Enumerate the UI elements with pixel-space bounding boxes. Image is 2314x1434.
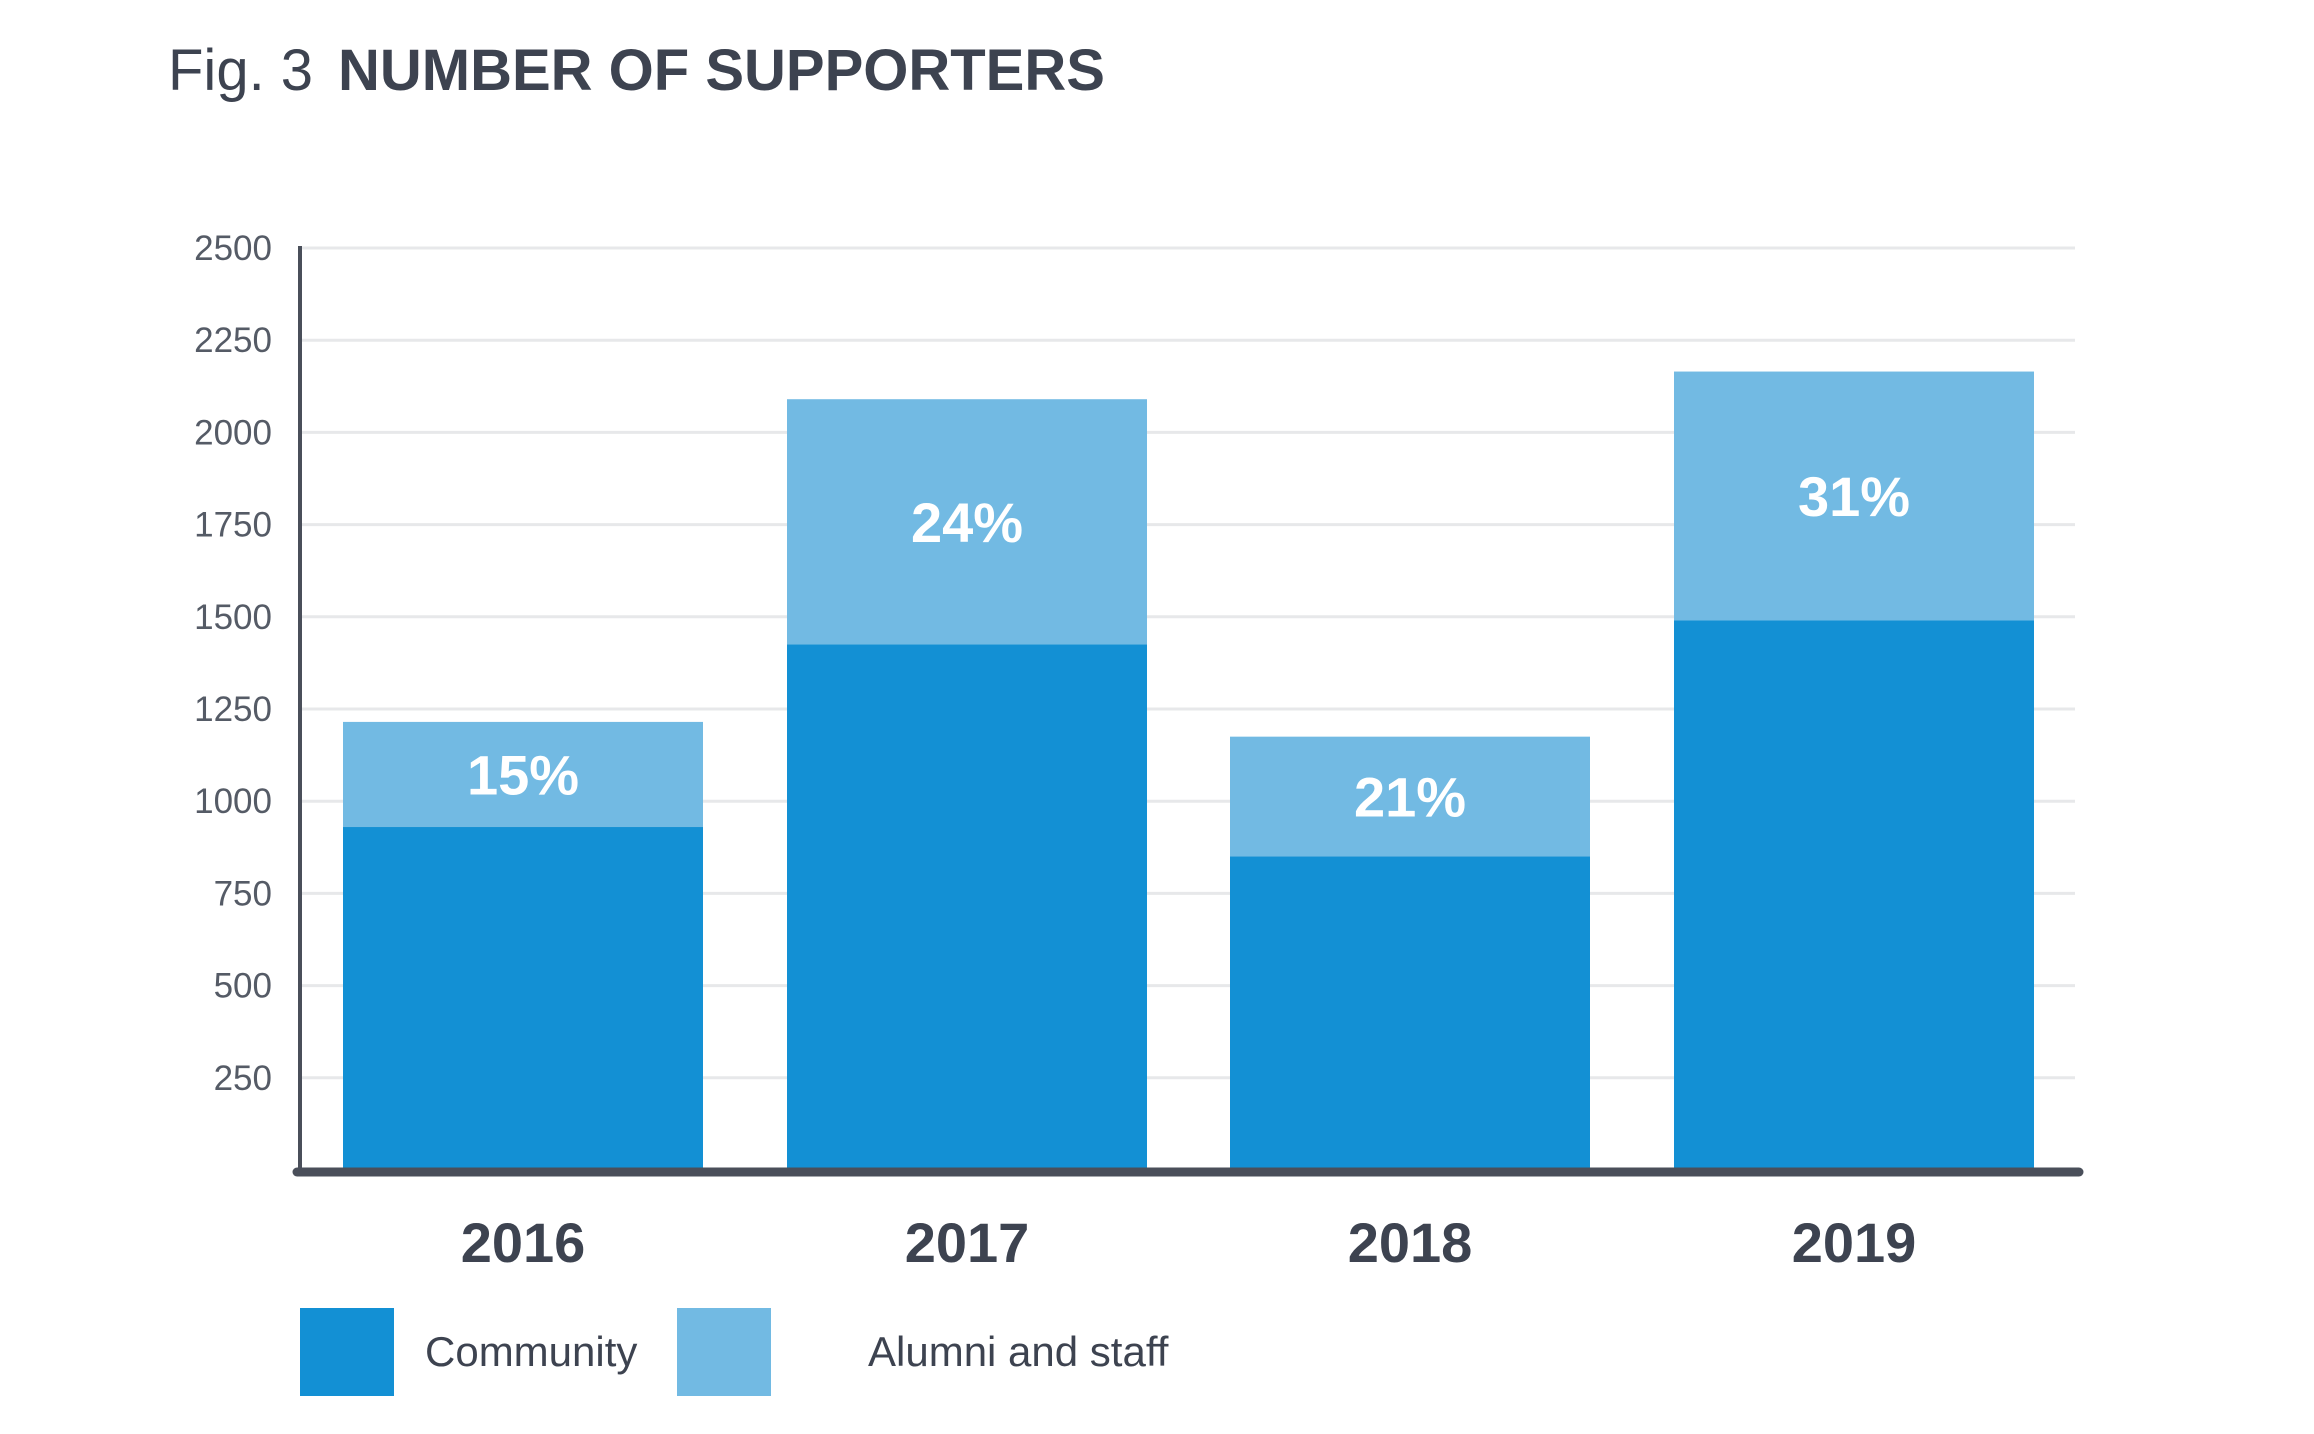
- bar-community-2018: [1230, 856, 1590, 1170]
- legend-swatch-alumni-and-staff: [677, 1308, 771, 1396]
- y-tick-label-2500: 2500: [194, 229, 272, 268]
- legend-label-community: Community: [425, 1328, 637, 1375]
- percent-label-2017: 24%: [911, 491, 1023, 554]
- y-tick-label-2000: 2000: [194, 413, 272, 452]
- x-category-label-2018: 2018: [1348, 1211, 1473, 1274]
- figure-title: NUMBER OF SUPPORTERS: [338, 38, 1105, 103]
- x-axis-categories: 2016 2017 2018 2019: [461, 1211, 1917, 1274]
- y-tick-label-250: 250: [214, 1059, 272, 1098]
- legend-swatch-community: [300, 1308, 394, 1396]
- bar-community-2016: [343, 827, 703, 1170]
- y-tick-label-2250: 2250: [194, 321, 272, 360]
- percent-labels: 15% 24% 21% 31%: [467, 465, 1910, 829]
- y-tick-label-1250: 1250: [194, 690, 272, 729]
- bar-alumni-and-staff-2018: [1230, 736, 1590, 857]
- bar-alumni-and-staff-2017: [787, 399, 1147, 645]
- bar-alumni-and-staff-2016: [343, 721, 703, 828]
- bars: [343, 371, 2034, 1170]
- legend-label-alumni-and-staff: Alumni and staff: [868, 1328, 1169, 1375]
- percent-label-2019: 31%: [1798, 465, 1910, 528]
- y-tick-label-500: 500: [214, 967, 272, 1006]
- x-category-label-2016: 2016: [461, 1211, 586, 1274]
- y-tick-label-750: 750: [214, 874, 272, 913]
- bar-community-2019: [1674, 620, 2034, 1170]
- y-tick-label-1000: 1000: [194, 782, 272, 821]
- figure-header: Fig. 3 NUMBER OF SUPPORTERS: [168, 38, 1105, 103]
- bar-alumni-and-staff-2019: [1674, 371, 2034, 621]
- y-tick-label-1500: 1500: [194, 598, 272, 637]
- axes: [292, 246, 2084, 1177]
- legend: Community Alumni and staff: [300, 1308, 1169, 1396]
- percent-label-2016: 15%: [467, 743, 579, 806]
- figure-label: Fig. 3: [168, 38, 313, 103]
- y-tick-label-1750: 1750: [194, 506, 272, 545]
- bar-community-2017: [787, 644, 1147, 1170]
- x-category-label-2019: 2019: [1792, 1211, 1917, 1274]
- x-category-label-2017: 2017: [905, 1211, 1030, 1274]
- y-axis-ticks: 250 500 750 1000 1250 1500 1750 2000 2250 2500: [194, 229, 272, 1098]
- percent-label-2018: 21%: [1354, 766, 1466, 829]
